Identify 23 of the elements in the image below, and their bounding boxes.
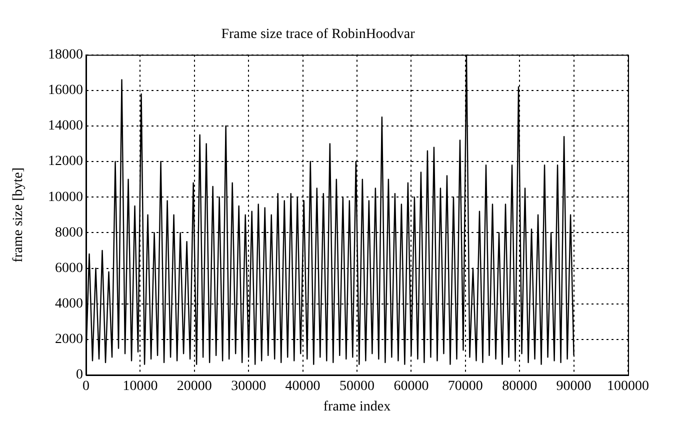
- y-tick-label: 16000: [48, 83, 83, 98]
- x-axis-title: frame index: [323, 399, 391, 414]
- x-tick-label: 90000: [556, 379, 592, 394]
- x-tick-label: 50000: [340, 379, 374, 394]
- y-tick-label: 8000: [55, 225, 83, 240]
- y-tick-label: 0: [76, 368, 83, 383]
- x-tick-label: 40000: [285, 379, 320, 394]
- x-tick-label: 20000: [176, 379, 212, 394]
- y-tick-label: 14000: [48, 118, 83, 134]
- y-tick-label: 18000: [48, 47, 83, 62]
- chart-title: Frame size trace of RobinHoodvar: [221, 27, 416, 42]
- y-tick-label: 4000: [55, 296, 83, 312]
- y-axis-title: frame size [byte]: [11, 167, 26, 262]
- y-tick-label: 10000: [48, 190, 83, 205]
- x-tick-label: 30000: [231, 379, 266, 394]
- y-tick-label: 2000: [55, 332, 83, 348]
- x-tick-label: 80000: [502, 379, 538, 394]
- x-tick-label: 10000: [122, 379, 158, 394]
- y-tick-label: 6000: [55, 260, 83, 276]
- x-tick-label: 100000: [607, 379, 649, 394]
- x-tick-label: 60000: [394, 379, 429, 394]
- y-tick-label: 12000: [48, 154, 83, 170]
- x-tick-label: 70000: [448, 379, 483, 394]
